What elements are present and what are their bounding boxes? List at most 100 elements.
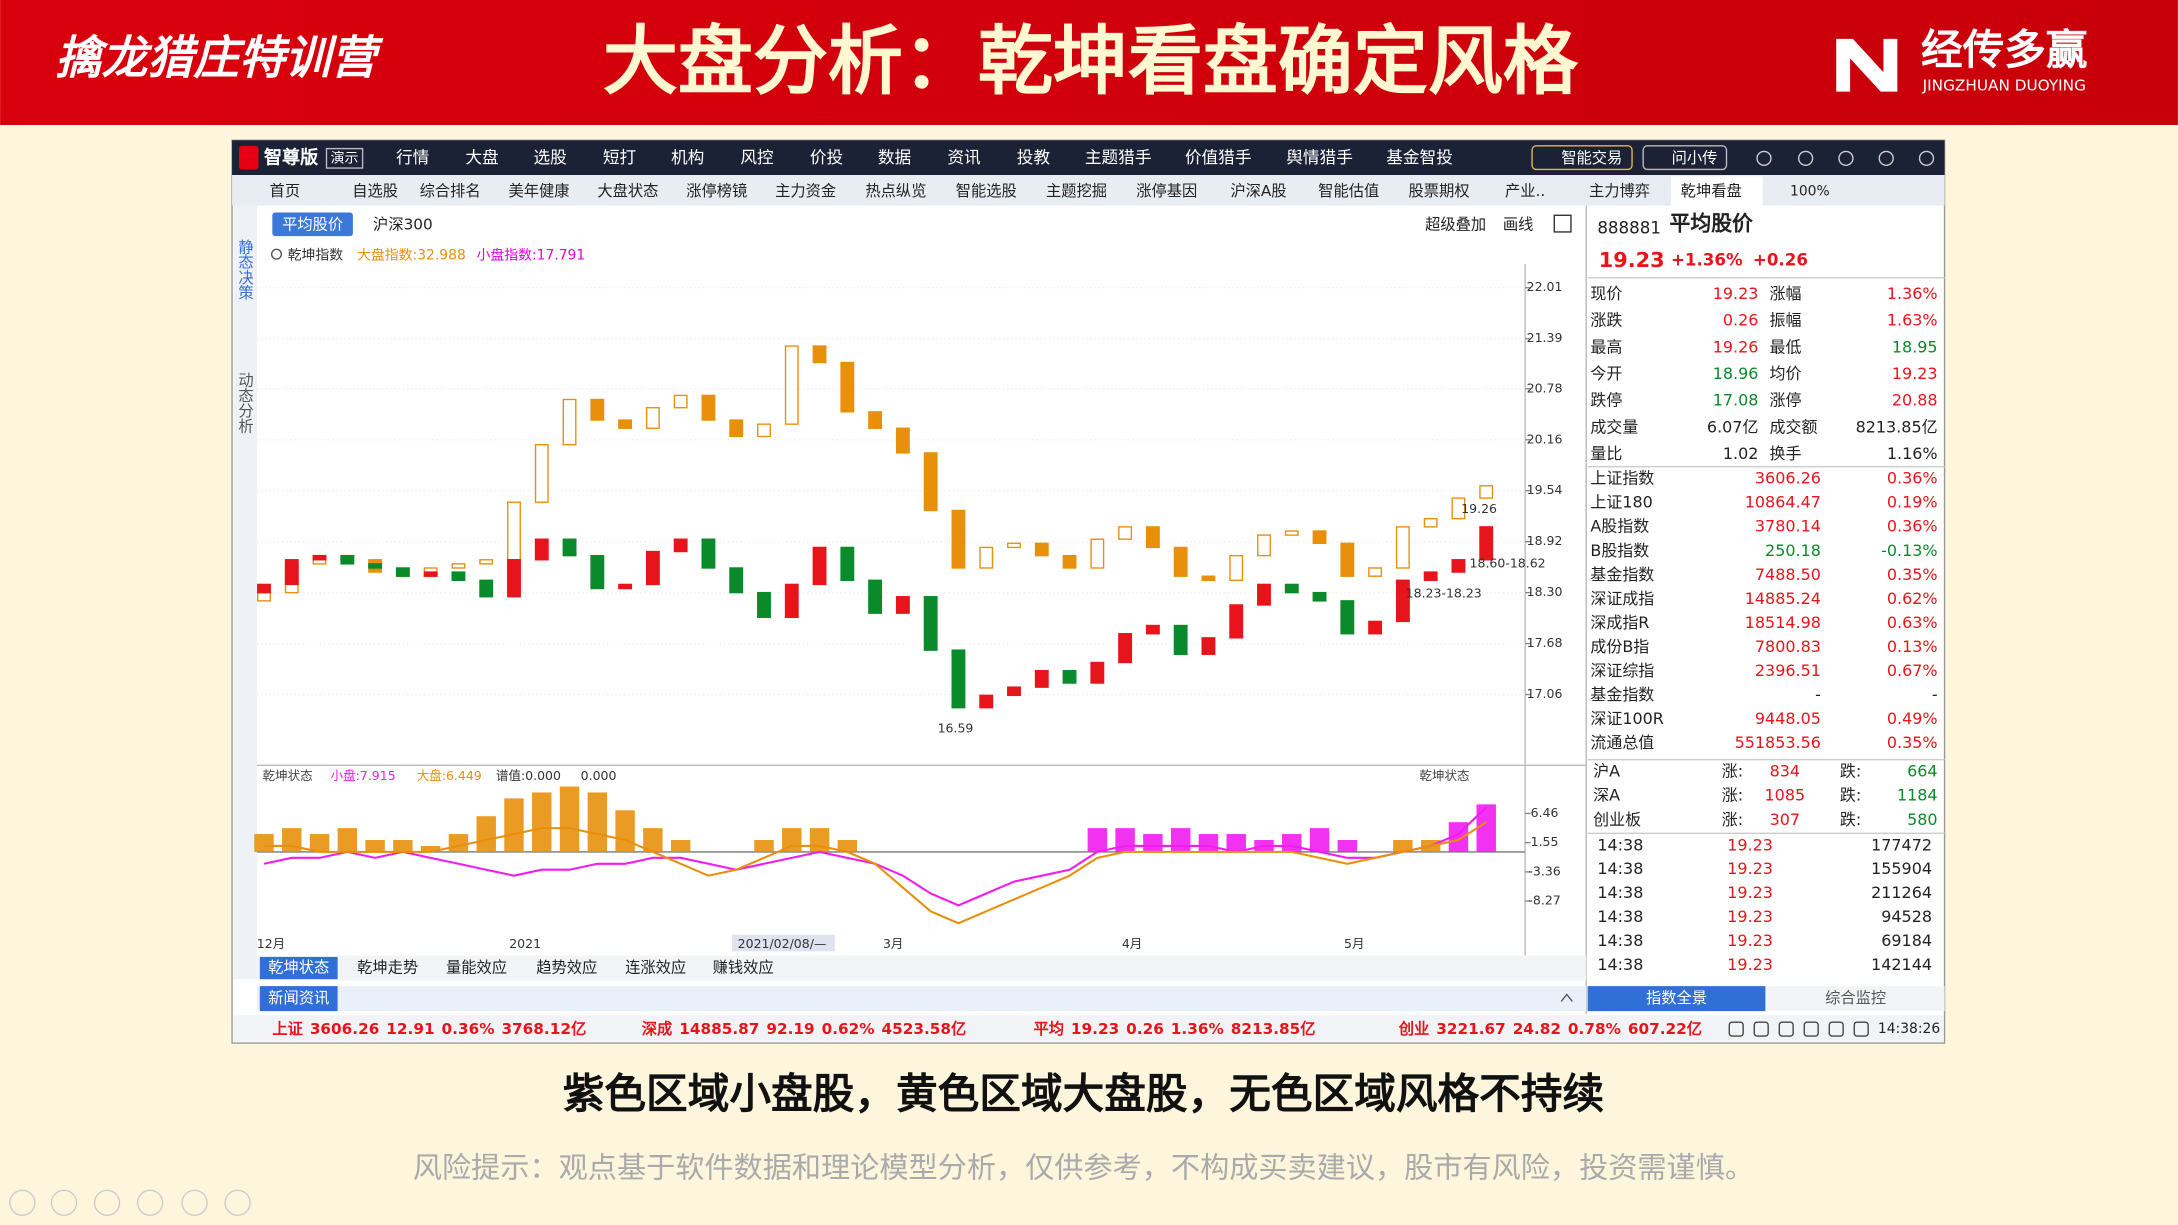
state-bar bbox=[254, 834, 274, 852]
tab[interactable]: 主题挖掘 bbox=[1046, 182, 1107, 200]
legend-entry: 大盘:6.449 bbox=[417, 768, 482, 783]
bottom-tab[interactable]: 赚钱效应 bbox=[713, 959, 774, 977]
menu-item[interactable]: 数据 bbox=[878, 148, 911, 167]
candle bbox=[451, 571, 466, 581]
candle bbox=[1229, 604, 1244, 639]
slide-control[interactable] bbox=[9, 1189, 36, 1216]
x-tick-label: 2021/02/08/— bbox=[738, 936, 827, 951]
menu-item[interactable]: 短打 bbox=[603, 148, 636, 167]
slide-control[interactable] bbox=[181, 1189, 208, 1216]
panel-toggle bbox=[1553, 214, 1572, 233]
y-tick-label: 18.92 bbox=[1527, 533, 1563, 548]
menu-item[interactable]: 舆情猎手 bbox=[1286, 148, 1353, 167]
status-icon bbox=[1828, 1021, 1844, 1037]
state-bar bbox=[1476, 804, 1496, 852]
candle bbox=[701, 538, 716, 569]
tab[interactable]: 首页 bbox=[270, 182, 301, 200]
quote-value: 1.63% bbox=[1887, 311, 1938, 330]
menu-item[interactable]: 资讯 bbox=[947, 148, 981, 167]
panel-title: 乾坤状态 bbox=[1420, 768, 1470, 783]
index-pct: 0.19% bbox=[1887, 493, 1938, 512]
index-name: 基金指数 bbox=[1590, 565, 1654, 584]
slide-control[interactable] bbox=[50, 1189, 78, 1216]
tab[interactable]: 沪深A股 bbox=[1230, 182, 1286, 200]
news-button-label[interactable]: 新闻资讯 bbox=[268, 989, 329, 1007]
ask-button-label[interactable]: 问小传 bbox=[1672, 149, 1718, 167]
tab[interactable]: 股票期权 bbox=[1408, 182, 1469, 200]
candle bbox=[812, 345, 827, 364]
menu-item[interactable]: 价值猎手 bbox=[1185, 148, 1252, 167]
tool[interactable]: 超级叠加 bbox=[1425, 215, 1486, 233]
tick-volume: 211264 bbox=[1871, 883, 1932, 902]
status-icon bbox=[1778, 1021, 1794, 1037]
tab[interactable]: 产业.. bbox=[1505, 182, 1545, 200]
state-bar bbox=[643, 828, 663, 852]
status-item: 0.62% bbox=[822, 1020, 875, 1038]
app-logo bbox=[239, 145, 259, 170]
candle bbox=[1173, 546, 1188, 577]
tab[interactable]: 热点纵览 bbox=[865, 182, 926, 200]
status-item: 1.36% bbox=[1171, 1020, 1224, 1038]
candle bbox=[1423, 517, 1438, 528]
price-annotation: 19.26 bbox=[1461, 501, 1497, 516]
index-value: 14885.24 bbox=[1745, 589, 1821, 608]
status-item: 4523.58亿 bbox=[882, 1020, 967, 1038]
tool[interactable]: 画线 bbox=[1503, 215, 1534, 233]
menu-item[interactable]: 选股 bbox=[533, 148, 567, 167]
bottom-tab[interactable]: 连涨效应 bbox=[625, 959, 686, 977]
candle bbox=[257, 591, 271, 602]
tab[interactable]: 主力资金 bbox=[775, 182, 836, 200]
tab[interactable]: 智能选股 bbox=[956, 182, 1017, 200]
tab[interactable]: 乾坤看盘 bbox=[1681, 182, 1742, 200]
status-icon bbox=[1753, 1021, 1769, 1037]
tab[interactable]: 美年健康 bbox=[508, 182, 569, 200]
y-tick-label: -8.27 bbox=[1528, 893, 1560, 908]
bottom-tab[interactable]: 乾坤走势 bbox=[357, 959, 418, 977]
index-value: 7488.50 bbox=[1755, 565, 1821, 584]
menu-item[interactable]: 主题猎手 bbox=[1085, 148, 1152, 167]
tab[interactable]: 主力博弈 bbox=[1589, 182, 1650, 200]
window-icon[interactable] bbox=[1756, 150, 1772, 166]
panel-button[interactable]: 综合监控 bbox=[1825, 989, 1886, 1007]
tab[interactable]: 智能估值 bbox=[1318, 182, 1379, 200]
state-bar bbox=[1282, 834, 1302, 852]
y-tick-label: 1.55 bbox=[1531, 834, 1559, 849]
bottom-tab[interactable]: 乾坤状态 bbox=[268, 959, 329, 977]
index-value: 3606.26 bbox=[1755, 469, 1821, 488]
menu-item[interactable]: 投教 bbox=[1017, 148, 1051, 167]
slide-control[interactable] bbox=[136, 1189, 164, 1216]
menu-item[interactable]: 价投 bbox=[810, 148, 843, 167]
trade-button-label[interactable]: 智能交易 bbox=[1561, 149, 1622, 167]
chart-tab[interactable]: 平均股价 bbox=[282, 215, 343, 233]
tab[interactable]: 涨停榜镜 bbox=[686, 182, 747, 200]
tab[interactable]: 综合排名 bbox=[420, 182, 481, 200]
panel-button[interactable]: 指数全景 bbox=[1646, 989, 1707, 1007]
status-item: 19.23 bbox=[1071, 1020, 1119, 1038]
window-icon[interactable] bbox=[1878, 150, 1894, 166]
candle bbox=[562, 538, 577, 557]
bottom-tab[interactable]: 趋势效应 bbox=[536, 959, 597, 977]
slide-control[interactable] bbox=[224, 1189, 251, 1216]
bottom-tab-bar bbox=[257, 955, 1587, 981]
menu-item[interactable]: 风控 bbox=[740, 148, 774, 167]
demo-badge bbox=[325, 147, 364, 169]
chart-tab[interactable]: 沪深300 bbox=[373, 215, 433, 233]
status-segment: 创业 3221.67 24.82 0.78% 607.22亿 bbox=[1398, 1020, 1702, 1038]
candle bbox=[257, 583, 271, 594]
tab[interactable]: 自选股 bbox=[352, 182, 398, 200]
candle bbox=[895, 427, 910, 454]
menu-item[interactable]: 机构 bbox=[671, 148, 704, 167]
menu-item[interactable]: 大盘 bbox=[465, 148, 498, 167]
menu-item[interactable]: 基金智投 bbox=[1386, 148, 1453, 167]
window-icon[interactable] bbox=[1798, 150, 1814, 166]
tab[interactable]: 涨停基因 bbox=[1136, 182, 1197, 200]
bottom-tab[interactable]: 量能效应 bbox=[446, 959, 507, 977]
quote-label: 均价 bbox=[1770, 364, 1802, 383]
window-icon[interactable] bbox=[1918, 150, 1935, 166]
status-item: 607.22亿 bbox=[1628, 1020, 1702, 1038]
menu-item[interactable]: 行情 bbox=[396, 148, 429, 167]
slide-control[interactable] bbox=[93, 1189, 121, 1216]
window-icon[interactable] bbox=[1838, 150, 1854, 166]
tab[interactable]: 大盘状态 bbox=[597, 182, 658, 200]
status-item: 8213.85亿 bbox=[1231, 1020, 1316, 1038]
